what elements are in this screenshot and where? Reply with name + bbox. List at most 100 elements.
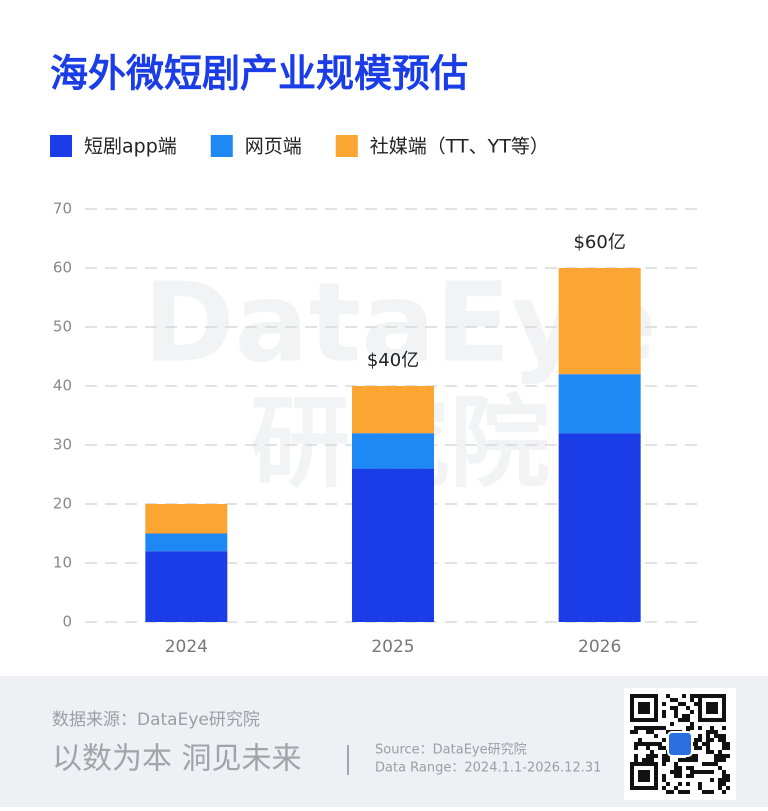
qr-cell xyxy=(718,758,722,762)
qr-cell xyxy=(678,774,682,778)
qr-cell xyxy=(662,774,666,778)
bar-segment xyxy=(352,468,434,622)
qr-cell xyxy=(682,702,686,706)
qr-cell xyxy=(694,702,698,706)
qr-cell xyxy=(674,774,678,778)
qr-cell xyxy=(662,746,666,750)
qr-cell xyxy=(698,770,702,774)
footer-slogan: 以数为本 洞见未来 xyxy=(52,742,302,777)
qr-cell xyxy=(630,730,634,734)
qr-cell xyxy=(674,762,678,766)
qr-cell xyxy=(718,786,722,790)
qr-cell xyxy=(638,702,650,714)
qr-cell xyxy=(710,738,714,742)
qr-cell xyxy=(634,742,638,746)
qr-cell xyxy=(690,758,694,762)
qr-cell xyxy=(726,754,730,758)
qr-cell xyxy=(678,702,682,706)
qr-cell xyxy=(706,750,710,754)
qr-cell xyxy=(722,726,726,730)
bar-segment xyxy=(145,504,228,534)
qr-cell xyxy=(646,730,650,734)
qr-cell xyxy=(714,730,718,734)
qr-cell xyxy=(678,758,682,762)
qr-cell xyxy=(666,754,670,758)
annotation: $40亿 xyxy=(367,350,419,371)
qr-cell xyxy=(650,742,654,746)
qr-cell xyxy=(706,762,710,766)
qr-cell xyxy=(658,726,662,730)
legend-label: 社媒端（TT、YT等） xyxy=(370,136,549,158)
qr-cell xyxy=(642,726,646,730)
qr-cell xyxy=(678,782,682,786)
y-tick-label: 10 xyxy=(53,554,72,572)
qr-cell xyxy=(634,746,638,750)
qr-cell xyxy=(702,762,706,766)
qr-cell xyxy=(694,742,698,746)
qr-cell xyxy=(686,790,690,794)
qr-cell xyxy=(686,726,690,730)
qr-cell xyxy=(650,754,654,758)
qr-cell xyxy=(662,702,666,706)
qr-cell xyxy=(666,758,670,762)
y-tick-label: 70 xyxy=(53,200,72,218)
qr-cell xyxy=(638,738,642,742)
qr-cell xyxy=(670,698,674,702)
qr-cell xyxy=(714,734,718,738)
qr-cell xyxy=(706,702,718,714)
qr-cell xyxy=(674,714,678,718)
qr-logo xyxy=(667,731,693,757)
qr-cell xyxy=(714,762,718,766)
qr-cell xyxy=(690,726,694,730)
qr-cell xyxy=(654,742,658,746)
qr-cell xyxy=(718,782,722,786)
qr-cell xyxy=(690,754,694,758)
qr-cell xyxy=(706,770,710,774)
qr-cell xyxy=(638,770,650,782)
qr-cell xyxy=(650,758,654,762)
annotation: $60亿 xyxy=(573,232,625,253)
bar-segment xyxy=(145,533,228,552)
qr-cell xyxy=(726,742,730,746)
qr-cell xyxy=(690,774,694,778)
bar-segment xyxy=(558,433,641,622)
y-tick-label: 50 xyxy=(53,318,72,336)
qr-cell xyxy=(718,734,722,738)
bar-segment xyxy=(352,386,434,434)
qr-cell xyxy=(690,710,694,714)
qr-cell xyxy=(662,754,666,758)
qr-cell xyxy=(666,730,670,734)
qr-cell xyxy=(666,790,670,794)
qr-cell xyxy=(694,758,698,762)
qr-cell xyxy=(634,726,638,730)
qr-cell xyxy=(722,734,726,738)
qr-cell xyxy=(674,770,678,774)
qr-cell xyxy=(682,694,686,698)
qr-cell xyxy=(694,694,698,698)
qr-cell xyxy=(650,726,654,730)
footer-range: Data Range：2024.1.1-2026.12.31 xyxy=(375,761,601,776)
y-tick-label: 40 xyxy=(53,377,72,395)
qr-cell xyxy=(634,758,638,762)
legend-swatch xyxy=(210,135,233,157)
qr-cell xyxy=(690,766,694,770)
qr-cell xyxy=(674,766,678,770)
qr-cell xyxy=(722,738,726,742)
qr-cell xyxy=(662,726,666,730)
qr-cell xyxy=(690,694,694,698)
qr-cell xyxy=(706,738,710,742)
qr-cell xyxy=(662,762,666,766)
qr-cell xyxy=(674,706,678,710)
qr-cell xyxy=(686,758,690,762)
qr-cell xyxy=(710,726,714,730)
qr-cell xyxy=(650,750,654,754)
qr-cell xyxy=(666,782,670,786)
qr-cell xyxy=(698,726,702,730)
qr-cell xyxy=(634,730,638,734)
qr-cell xyxy=(642,758,646,762)
qr-cell xyxy=(646,746,650,750)
qr-cell xyxy=(718,766,722,770)
plot: 短剧app端 网页端 社媒端（TT、YT等） 0 10 20 30 40 50 60 70 2024 2… xyxy=(50,135,705,657)
qr-cell xyxy=(674,698,678,702)
qr-cell xyxy=(658,746,662,750)
